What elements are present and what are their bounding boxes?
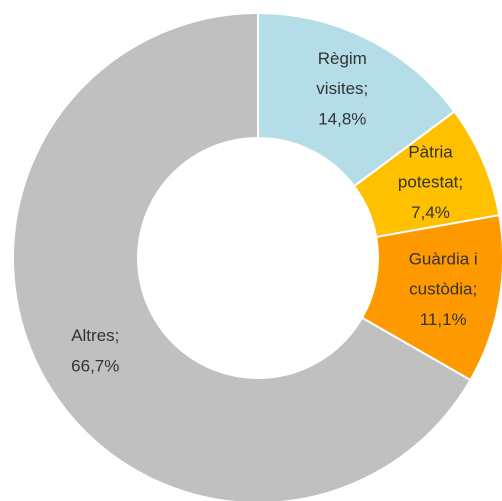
donut-slice <box>12 11 472 501</box>
slice-category-label: Altres; <box>71 327 119 346</box>
donut-slice <box>257 11 456 188</box>
slice-value-label: 7,4% <box>411 203 450 222</box>
slice-category-label: Guàrdia i custòdia; <box>409 250 478 299</box>
slice-value-label: 11,1% <box>420 310 467 329</box>
slice-category-label: Règim visites; <box>316 49 368 98</box>
slice-value-label: 14,8% <box>318 109 366 128</box>
slice-value-label: 66,7% <box>71 357 119 376</box>
slice-category-label: Pàtria potestat; <box>398 143 463 192</box>
